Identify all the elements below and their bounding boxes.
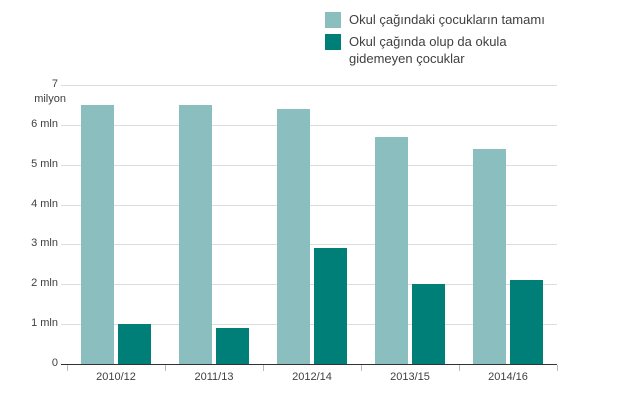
- bar-all-children: [375, 137, 408, 364]
- y-tick-label: 6 mln: [31, 118, 58, 130]
- bar-all-children: [473, 149, 506, 364]
- x-tick-mark: [557, 365, 558, 371]
- bar-all-children: [179, 105, 212, 364]
- legend-item-out-of-school: Okul çağında olup da okula gidemeyen çoc…: [325, 33, 615, 67]
- gridline: [61, 85, 557, 86]
- bar-out-of-school: [412, 284, 445, 364]
- x-tick-mark: [459, 365, 460, 371]
- legend-label-out-of-school: Okul çağında olup da okula gidemeyen çoc…: [349, 34, 507, 66]
- bar-all-children: [277, 109, 310, 364]
- bar-all-children: [81, 105, 114, 364]
- legend-item-all-children: Okul çağındaki çocukların tamamı: [325, 11, 615, 28]
- y-axis-unit: milyon: [34, 93, 66, 105]
- chart-legend: Okul çağındaki çocukların tamamı Okul ça…: [325, 11, 615, 72]
- bar-out-of-school: [510, 280, 543, 364]
- x-tick-label: 2011/13: [194, 371, 234, 383]
- legend-label-all-children: Okul çağındaki çocukların tamamı: [349, 12, 545, 27]
- bar-out-of-school: [314, 248, 347, 364]
- bar-out-of-school: [118, 324, 151, 364]
- y-tick-label: 0: [51, 357, 58, 369]
- x-tick-label: 2012/14: [292, 371, 332, 383]
- x-tick-label: 2010/12: [96, 371, 136, 383]
- y-tick-label: 3 mln: [31, 237, 58, 249]
- y-tick-label: 1 mln: [31, 317, 58, 329]
- legend-swatch-all-children: [325, 12, 341, 28]
- x-tick-mark: [263, 365, 264, 371]
- x-tick-mark: [361, 365, 362, 371]
- x-tick-mark: [67, 365, 68, 371]
- bar-out-of-school: [216, 328, 249, 364]
- y-tick-label: 5 mln: [31, 158, 58, 170]
- legend-swatch-out-of-school: [325, 34, 341, 50]
- x-tick-label: 2013/15: [390, 371, 430, 383]
- y-tick-label: 7: [51, 78, 58, 90]
- y-tick-label: 4 mln: [31, 198, 58, 210]
- x-axis-line: [61, 364, 557, 365]
- x-tick-mark: [165, 365, 166, 371]
- x-tick-label: 2014/16: [488, 371, 528, 383]
- y-tick-label: 2 mln: [31, 277, 58, 289]
